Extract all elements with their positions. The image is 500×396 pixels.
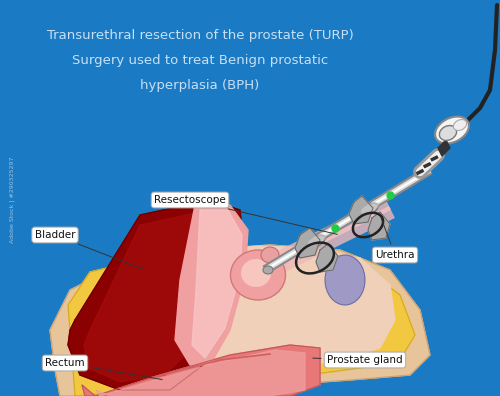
- Polygon shape: [50, 245, 430, 396]
- Text: Prostate gland: Prostate gland: [313, 355, 403, 365]
- Polygon shape: [368, 212, 390, 240]
- Ellipse shape: [358, 203, 378, 217]
- Ellipse shape: [261, 247, 279, 263]
- Ellipse shape: [230, 250, 285, 300]
- Polygon shape: [68, 250, 415, 396]
- Text: Resectoscope: Resectoscope: [154, 195, 338, 234]
- Text: hyperplasia (BPH): hyperplasia (BPH): [140, 78, 260, 91]
- Text: Urethra: Urethra: [375, 217, 415, 260]
- Polygon shape: [349, 196, 373, 224]
- Text: Adobe Stock | #290325297: Adobe Stock | #290325297: [9, 157, 15, 243]
- Text: Rectum: Rectum: [45, 358, 162, 379]
- Polygon shape: [155, 246, 395, 385]
- Ellipse shape: [305, 235, 325, 249]
- Polygon shape: [68, 200, 245, 390]
- Ellipse shape: [435, 116, 469, 143]
- Polygon shape: [82, 345, 320, 396]
- Polygon shape: [175, 205, 248, 365]
- Polygon shape: [438, 140, 450, 156]
- Ellipse shape: [440, 126, 456, 141]
- Ellipse shape: [263, 266, 273, 274]
- Polygon shape: [192, 210, 242, 358]
- Ellipse shape: [454, 120, 466, 130]
- Ellipse shape: [325, 255, 365, 305]
- Polygon shape: [84, 212, 225, 382]
- Ellipse shape: [241, 259, 271, 287]
- Text: Transurethral resection of the prostate (TURP): Transurethral resection of the prostate …: [46, 29, 354, 42]
- Text: Bladder: Bladder: [35, 230, 142, 269]
- Polygon shape: [295, 228, 320, 258]
- Polygon shape: [316, 244, 338, 272]
- Polygon shape: [96, 350, 305, 396]
- Ellipse shape: [308, 234, 326, 246]
- Ellipse shape: [361, 202, 379, 214]
- Text: Surgery used to treat Benign prostatic: Surgery used to treat Benign prostatic: [72, 53, 328, 67]
